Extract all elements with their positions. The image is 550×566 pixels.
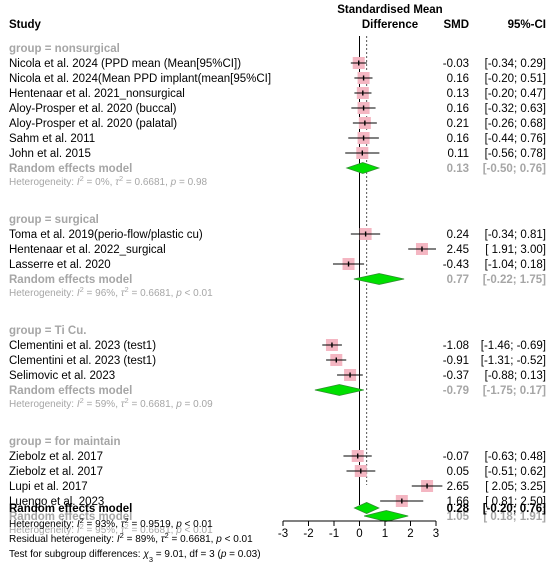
subgroup-model-label: Random effects model	[9, 511, 132, 523]
study-smd: 2.45	[447, 244, 469, 256]
subgroup-heterogeneity: Heterogeneity: I2 = 59%, τ2 = 0.6681, p …	[9, 396, 213, 411]
study-ci: [-0.56; 0.78]	[485, 148, 546, 160]
subgroup-diamond	[363, 510, 409, 522]
group-label: group = surgical	[9, 214, 99, 226]
overall-model-label: Random effects model	[9, 503, 132, 515]
study-ci: [-1.46; -0.69]	[481, 340, 546, 352]
x-tick-label: 2	[407, 528, 413, 540]
subgroup-diamond	[353, 273, 405, 285]
subgroup-model-label: Random effects model	[9, 274, 132, 286]
overall-ci: [-0.20; 0.76]	[483, 503, 546, 515]
x-tick-label: 0	[356, 528, 362, 540]
overall-smd: 0.28	[447, 503, 470, 515]
study-smd: 2.65	[447, 481, 469, 493]
study-name: Clementini et al. 2023 (test1)	[9, 355, 156, 367]
group-label: group = nonsurgical	[9, 43, 120, 55]
study-ci: [ 0.81; 2.50]	[485, 496, 546, 508]
study-name: John et al. 2015	[9, 148, 91, 160]
subgroup-heterogeneity: Heterogeneity: I2 = 0%, τ2 = 0.6681, p =…	[9, 174, 208, 189]
header-plot-line2: Difference	[362, 19, 418, 31]
study-ci: [-0.44; 0.76]	[485, 133, 546, 145]
header-plot-line1: Standardised Mean	[337, 4, 442, 16]
study-smd: 0.21	[447, 118, 469, 130]
study-ci: [-0.20; 0.51]	[485, 73, 546, 85]
header-ci: 95%-CI	[508, 19, 546, 31]
study-smd: 0.16	[447, 103, 469, 115]
study-name: Sahm et al. 2011	[9, 133, 95, 145]
study-smd: 0.16	[447, 133, 469, 145]
study-name: Toma et al. 2019(perio-flow/plastic cu)	[9, 229, 203, 241]
study-name: Nicola et al. 2024 (PPD mean (Mean[95%CI…	[9, 58, 241, 70]
subgroup-differences-test: Test for subgroup differences: χ3 = 9.01…	[9, 549, 261, 564]
study-smd: 0.11	[447, 148, 469, 160]
study-smd: 0.16	[447, 73, 469, 85]
group-label: group = for maintain	[9, 436, 121, 448]
subgroup-smd: 1.05	[447, 511, 470, 523]
subgroup-ci: [-1.75; 0.17]	[483, 385, 546, 397]
study-name: Selimovic et al. 2023	[9, 370, 115, 382]
header-smd: SMD	[443, 19, 469, 31]
study-smd: 0.24	[447, 229, 470, 241]
subgroup-heterogeneity: Heterogeneity: I2 = 95%, τ2 = 0.6681, p …	[9, 522, 213, 537]
study-smd: 1.66	[447, 496, 469, 508]
subgroup-model-label: Random effects model	[9, 385, 132, 397]
study-ci: [-0.34; 0.29]	[485, 58, 546, 70]
subgroup-diamond	[314, 384, 364, 396]
study-ci: [-0.26; 0.68]	[485, 118, 546, 130]
study-smd: -0.43	[443, 259, 469, 271]
group-label: group = Ti Cu.	[9, 325, 86, 337]
subgroup-model-label: Random effects model	[9, 163, 132, 175]
study-smd: -0.03	[443, 58, 469, 70]
x-tick-label: 1	[382, 528, 388, 540]
study-ci: [-0.88; 0.13]	[485, 370, 546, 382]
study-ci: [-0.34; 0.81]	[485, 229, 546, 241]
x-tick-label: 3	[433, 528, 439, 540]
study-ci: [ 1.91; 3.00]	[485, 244, 546, 256]
study-name: Hentenaar et al. 2021_nonsurgical	[9, 88, 185, 100]
study-ci: [-0.63; 0.48]	[485, 451, 546, 463]
study-name: Lasserre et al. 2020	[9, 259, 111, 271]
study-ci: [-1.04; 0.18]	[485, 259, 546, 271]
study-name: Aloy-Prosper et al. 2020 (palatal)	[9, 118, 177, 130]
x-tick-label: -2	[303, 528, 313, 540]
study-name: Clementini et al. 2023 (test1)	[9, 340, 156, 352]
subgroup-smd: -0.79	[443, 385, 469, 397]
study-smd: -0.07	[443, 451, 469, 463]
x-tick-label: -1	[329, 528, 339, 540]
study-ci: [-0.51; 0.62]	[485, 466, 546, 478]
study-ci: [-1.31; -0.52]	[481, 355, 546, 367]
subgroup-smd: 0.13	[447, 163, 469, 175]
study-smd: -0.91	[443, 355, 469, 367]
subgroup-ci: [-0.50; 0.76]	[483, 163, 546, 175]
study-smd: -0.37	[443, 370, 469, 382]
overall-heterogeneity: Heterogeneity: I2 = 93%, τ2 = 0.9519, p …	[9, 516, 213, 531]
subgroup-smd: 0.77	[447, 274, 469, 286]
subgroup-diamond	[345, 162, 381, 174]
study-name: Hentenaar et al. 2022_surgical	[9, 244, 166, 256]
study-smd: 0.05	[447, 466, 469, 478]
study-smd: 0.13	[447, 88, 469, 100]
study-name: Lupi et al. 2017	[9, 481, 88, 493]
subgroup-heterogeneity: Heterogeneity: I2 = 96%, τ2 = 0.6681, p …	[9, 285, 213, 300]
study-smd: -1.08	[443, 340, 469, 352]
overall-diamond	[353, 502, 380, 514]
study-name: Ziebolz et al. 2017	[9, 451, 103, 463]
subgroup-ci: [ 0.18; 1.91]	[483, 511, 546, 523]
subgroup-ci: [-0.22; 1.75]	[483, 274, 546, 286]
x-tick-label: -3	[278, 528, 288, 540]
study-name: Luengo et al. 2023	[9, 496, 104, 508]
header-study: Study	[9, 19, 42, 31]
study-name: Nicola et al. 2024(Mean PPD implant(mean…	[9, 73, 271, 85]
study-ci: [ 2.05; 3.25]	[485, 481, 546, 493]
study-ci: [-0.20; 0.47]	[485, 88, 546, 100]
residual-heterogeneity: Residual heterogeneity: I2 = 89%, τ2 = 0…	[9, 531, 253, 546]
study-name: Ziebolz et al. 2017	[9, 466, 103, 478]
study-name: Aloy-Prosper et al. 2020 (buccal)	[9, 103, 177, 115]
study-ci: [-0.32; 0.63]	[485, 103, 546, 115]
